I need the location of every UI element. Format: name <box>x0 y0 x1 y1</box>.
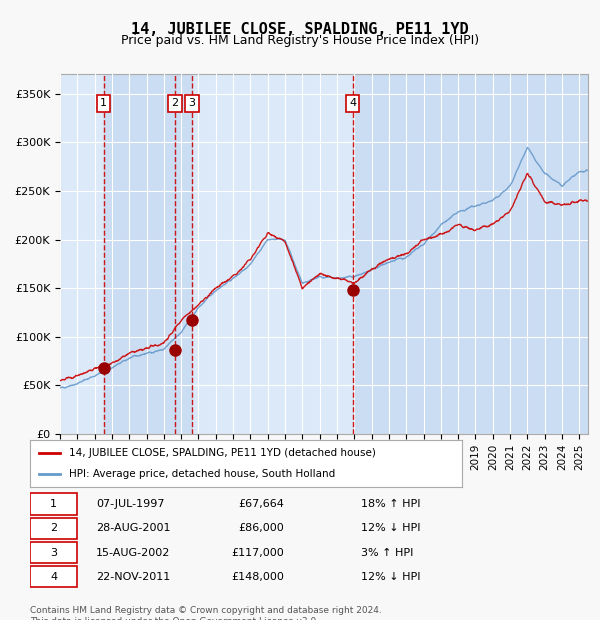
Text: 4: 4 <box>349 98 356 108</box>
Text: £117,000: £117,000 <box>231 547 284 557</box>
Bar <box>353 74 588 434</box>
Bar <box>175 74 192 434</box>
Text: 2: 2 <box>172 98 179 108</box>
Text: 14, JUBILEE CLOSE, SPALDING, PE11 1YD (detached house): 14, JUBILEE CLOSE, SPALDING, PE11 1YD (d… <box>69 448 376 458</box>
Text: £67,664: £67,664 <box>238 499 284 509</box>
Text: 07-JUL-1997: 07-JUL-1997 <box>96 499 165 509</box>
Text: 12% ↓ HPI: 12% ↓ HPI <box>361 572 421 582</box>
Text: 22-NOV-2011: 22-NOV-2011 <box>96 572 170 582</box>
Text: £86,000: £86,000 <box>238 523 284 533</box>
Text: Contains HM Land Registry data © Crown copyright and database right 2024.
This d: Contains HM Land Registry data © Crown c… <box>30 606 382 620</box>
Text: 28-AUG-2001: 28-AUG-2001 <box>96 523 171 533</box>
Text: 3% ↑ HPI: 3% ↑ HPI <box>361 547 413 557</box>
Text: 3: 3 <box>188 98 196 108</box>
Text: Price paid vs. HM Land Registry's House Price Index (HPI): Price paid vs. HM Land Registry's House … <box>121 34 479 47</box>
Text: £148,000: £148,000 <box>231 572 284 582</box>
Text: HPI: Average price, detached house, South Holland: HPI: Average price, detached house, Sout… <box>69 469 335 479</box>
Text: 12% ↓ HPI: 12% ↓ HPI <box>361 523 421 533</box>
FancyBboxPatch shape <box>30 518 77 539</box>
Text: 18% ↑ HPI: 18% ↑ HPI <box>361 499 421 509</box>
Text: 1: 1 <box>50 499 57 509</box>
Text: 15-AUG-2002: 15-AUG-2002 <box>96 547 170 557</box>
FancyBboxPatch shape <box>30 542 77 563</box>
Text: 3: 3 <box>50 547 57 557</box>
Text: 1: 1 <box>100 98 107 108</box>
FancyBboxPatch shape <box>30 566 77 587</box>
Text: 4: 4 <box>50 572 57 582</box>
Bar <box>104 74 175 434</box>
Text: 14, JUBILEE CLOSE, SPALDING, PE11 1YD: 14, JUBILEE CLOSE, SPALDING, PE11 1YD <box>131 22 469 37</box>
FancyBboxPatch shape <box>30 494 77 515</box>
Text: 2: 2 <box>50 523 57 533</box>
